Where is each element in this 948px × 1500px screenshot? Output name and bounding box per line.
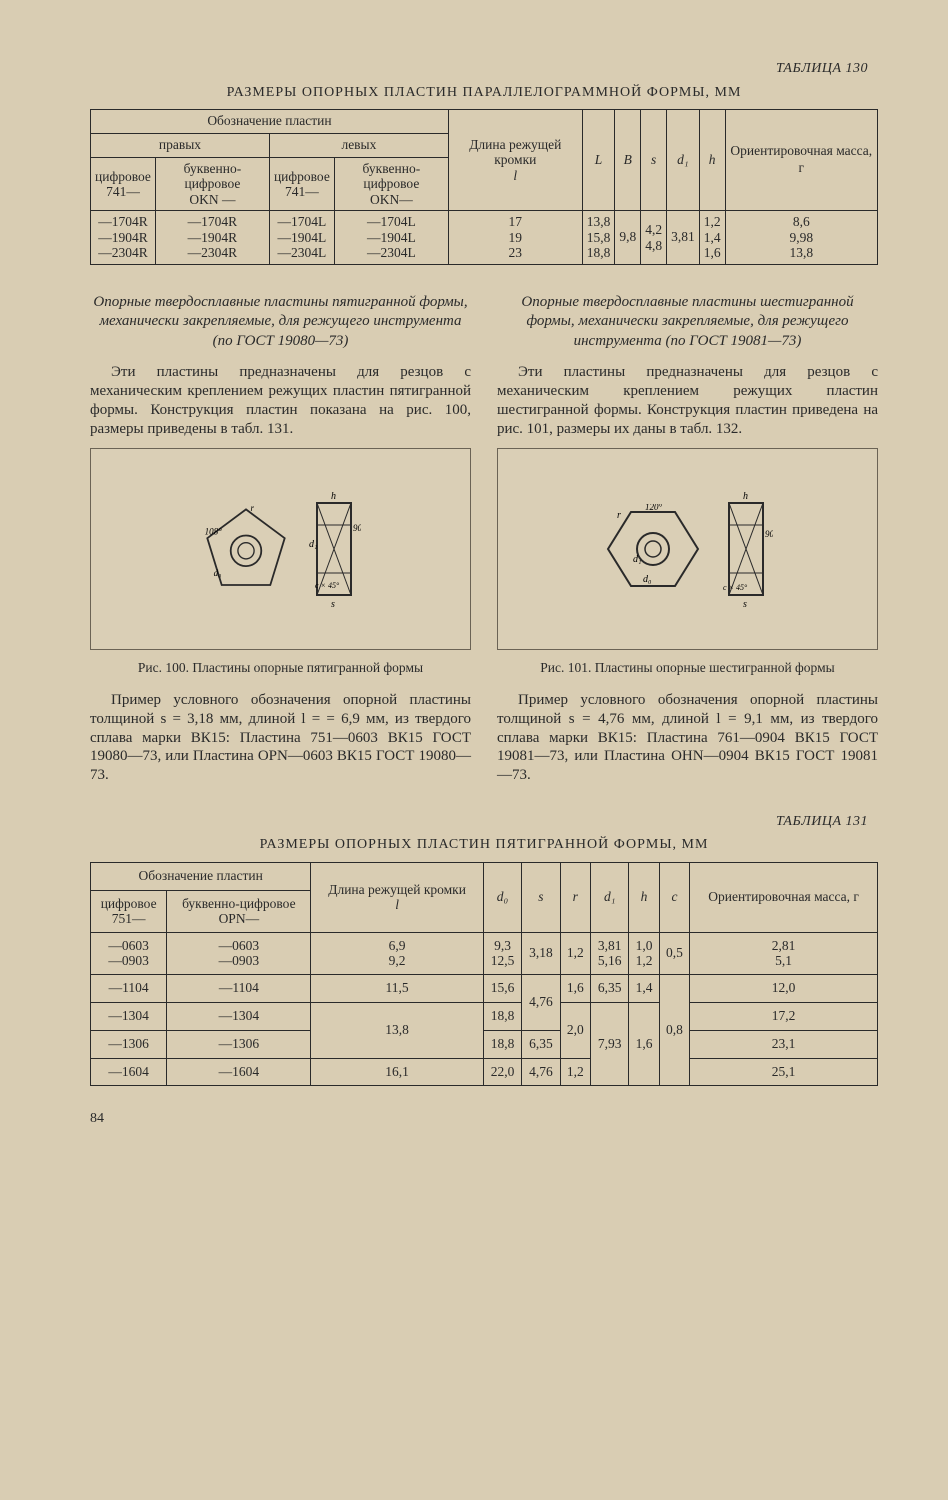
t131-h-alpha: буквенно-цифровоеOPN— <box>167 890 311 932</box>
svg-text:108°: 108° <box>204 527 222 537</box>
table-131-label: ТАБЛИЦА 131 <box>90 813 868 831</box>
right-column: Опорные твердосплавные пластины шестигра… <box>497 293 878 795</box>
svg-text:h: h <box>743 491 748 502</box>
svg-text:d₁: d₁ <box>633 554 641 565</box>
t130-h-L: L <box>582 110 615 211</box>
t131-h-d0: d₀ <box>483 862 521 932</box>
table-130: Обозначение пластин Длина режущей кромки… <box>90 109 878 265</box>
right-example: Пример условного обозначения опорной пла… <box>497 691 878 785</box>
svg-text:90°: 90° <box>353 523 361 533</box>
svg-text:r: r <box>617 510 621 521</box>
t131-h-s: s <box>522 862 560 932</box>
table-131-title: РАЗМЕРЫ ОПОРНЫХ ПЛАСТИН ПЯТИГРАННОЙ ФОРМ… <box>90 836 878 854</box>
left-para: Эти пластины предназначены для резцов с … <box>90 363 471 438</box>
svg-text:120°: 120° <box>645 504 663 512</box>
svg-text:c × 45°: c × 45° <box>723 583 748 592</box>
hexagon-icon: 120° r d₀ d₁ <box>603 504 703 594</box>
t130-h-edge: Длина режущей кромкиl <box>448 110 582 211</box>
t130-h-d1: d₁ <box>667 110 700 211</box>
t130-h-dig-l: цифровое741— <box>269 157 334 211</box>
figure-100-caption: Рис. 100. Пластины опорные пятигранной ф… <box>90 660 471 677</box>
svg-text:d₁: d₁ <box>309 539 317 550</box>
t130-h-s: s <box>641 110 667 211</box>
svg-text:c × 45°: c × 45° <box>315 581 340 590</box>
left-example: Пример условного обозначения опорной пла… <box>90 691 471 785</box>
figure-101-caption: Рис. 101. Пластины опорные шестигранной … <box>497 660 878 677</box>
t130-h-right: правых <box>91 133 270 157</box>
t130-h-mass: Ориентировочная масса, г <box>725 110 877 211</box>
t131-h-mass: Ориентировочная масса, г <box>690 862 878 932</box>
t130-h-B: B <box>615 110 641 211</box>
t131-h-edge: Длина режущей кромкиl <box>311 862 483 932</box>
table-131: Обозначение пластин Длина режущей кромки… <box>90 862 878 1086</box>
svg-text:s: s <box>743 599 747 609</box>
t130-h-h: h <box>699 110 725 211</box>
svg-text:d₀: d₀ <box>643 574 652 585</box>
table-row: —1104 —1104 11,5 15,6 4,76 1,6 6,35 1,4 … <box>91 974 878 1002</box>
left-column: Опорные твердосплавные пластины пятигран… <box>90 293 471 795</box>
svg-text:r: r <box>250 504 254 513</box>
figure-100: 108° r d₀ h d₁ 90° c × 45° s <box>90 448 471 650</box>
pentagon-icon: 108° r d₀ <box>201 504 291 594</box>
side-view-icon: h 90° c × 45° s <box>721 489 773 609</box>
svg-text:90°: 90° <box>765 529 773 539</box>
right-section-title: Опорные твердосплавные пластины шестигра… <box>497 293 878 352</box>
svg-text:h: h <box>331 491 336 502</box>
t130-h-alpha-r: буквенно-цифровоеOKN — <box>155 157 269 211</box>
t130-h-designation: Обозначение пластин <box>91 110 449 134</box>
t131-h-h: h <box>629 862 659 932</box>
t130-h-alpha-l: буквенно-цифровоеOKN— <box>334 157 448 211</box>
t131-h-d1: d₁ <box>590 862 628 932</box>
t130-h-dig-r: цифровое741— <box>91 157 156 211</box>
table-130-title: РАЗМЕРЫ ОПОРНЫХ ПЛАСТИН ПАРАЛЛЕЛОГРАММНО… <box>90 84 878 102</box>
side-view-icon: h d₁ 90° c × 45° s <box>309 489 361 609</box>
t131-h-designation: Обозначение пластин <box>91 862 311 890</box>
svg-text:d₀: d₀ <box>213 568 221 578</box>
table-row: —1306 —1306 18,8 6,35 23,1 <box>91 1030 878 1058</box>
table-row: —1604 —1604 16,1 22,0 4,76 1,2 25,1 <box>91 1058 878 1086</box>
table-row: —1704R—1904R—2304R —1704R—1904R—2304R —1… <box>91 211 878 265</box>
right-para: Эти пластины предназначены для резцов с … <box>497 363 878 438</box>
t131-h-c: c <box>659 862 689 932</box>
t131-h-dig: цифровое751— <box>91 890 167 932</box>
t131-h-r: r <box>560 862 590 932</box>
table-row: —0603—0903 —0603—0903 6,99,2 9,312,5 3,1… <box>91 932 878 974</box>
svg-text:s: s <box>331 599 335 609</box>
figure-101: 120° r d₀ d₁ h 90° c × 45° s <box>497 448 878 650</box>
table-130-label: ТАБЛИЦА 130 <box>90 60 868 78</box>
page-number: 84 <box>90 1110 878 1128</box>
table-row: —1304 —1304 13,8 18,8 2,0 7,93 1,6 17,2 <box>91 1002 878 1030</box>
t130-h-left: левых <box>269 133 448 157</box>
left-section-title: Опорные твердосплавные пластины пятигран… <box>90 293 471 352</box>
